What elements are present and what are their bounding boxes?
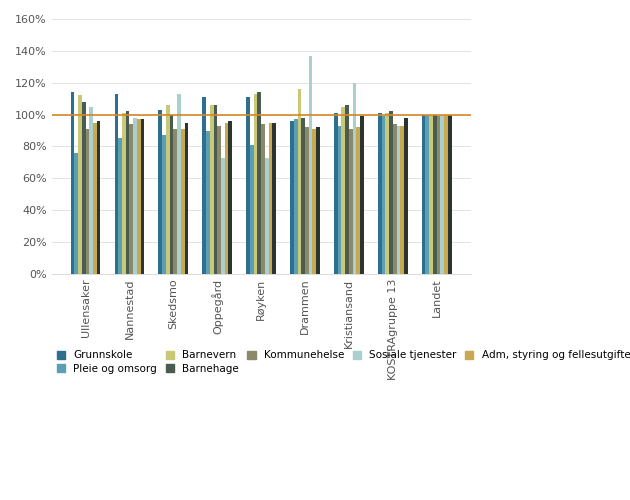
Bar (312, 129, 316, 274)
Bar (122, 113, 126, 274)
Bar (158, 110, 162, 274)
Bar (217, 126, 221, 274)
Bar (421, 114, 425, 274)
Bar (382, 116, 386, 274)
Bar (74, 153, 78, 274)
Bar (425, 114, 429, 274)
Bar (78, 96, 82, 274)
Bar (316, 128, 320, 274)
Bar (177, 94, 181, 274)
Bar (392, 124, 396, 274)
Bar (305, 128, 309, 274)
Bar (126, 112, 129, 274)
Bar (301, 118, 305, 274)
Bar (185, 122, 188, 274)
Bar (389, 112, 392, 274)
Bar (440, 114, 444, 274)
Bar (396, 126, 400, 274)
Bar (166, 105, 169, 274)
Bar (229, 121, 232, 274)
Bar (82, 102, 86, 274)
Bar (341, 106, 345, 274)
Bar (268, 122, 272, 274)
Bar (448, 114, 452, 274)
Bar (246, 97, 250, 274)
Bar (210, 105, 214, 274)
Bar (404, 118, 408, 274)
Bar (97, 121, 101, 274)
Bar (129, 124, 133, 274)
Legend: Grunnskole, Pleie og omsorg, Barnevern, Barnehage, Kommunehelse, Sosiale tjenest: Grunnskole, Pleie og omsorg, Barnevern, … (57, 350, 630, 374)
Bar (357, 128, 360, 274)
Bar (93, 122, 97, 274)
Bar (290, 121, 294, 274)
Bar (169, 114, 173, 274)
Bar (140, 120, 144, 274)
Bar (400, 126, 404, 274)
Bar (118, 138, 122, 274)
Bar (272, 122, 276, 274)
Bar (89, 106, 93, 274)
Bar (433, 114, 437, 274)
Bar (115, 94, 118, 274)
Bar (86, 129, 89, 274)
Bar (225, 122, 229, 274)
Bar (202, 97, 206, 274)
Bar (250, 145, 254, 274)
Bar (353, 82, 357, 274)
Bar (137, 120, 140, 274)
Bar (133, 118, 137, 274)
Bar (429, 114, 433, 274)
Bar (334, 113, 338, 274)
Bar (297, 89, 301, 274)
Bar (181, 129, 185, 274)
Bar (309, 56, 312, 274)
Bar (437, 116, 440, 274)
Bar (338, 126, 341, 274)
Bar (173, 129, 177, 274)
Bar (221, 158, 225, 274)
Bar (349, 129, 353, 274)
Bar (345, 105, 349, 274)
Bar (206, 130, 210, 274)
Bar (386, 113, 389, 274)
Bar (258, 92, 261, 274)
Bar (261, 124, 265, 274)
Bar (254, 94, 258, 274)
Bar (360, 116, 364, 274)
Bar (444, 114, 448, 274)
Bar (214, 105, 217, 274)
Bar (378, 113, 382, 274)
Bar (71, 92, 74, 274)
Bar (265, 158, 268, 274)
Bar (162, 136, 166, 274)
Bar (294, 120, 297, 274)
